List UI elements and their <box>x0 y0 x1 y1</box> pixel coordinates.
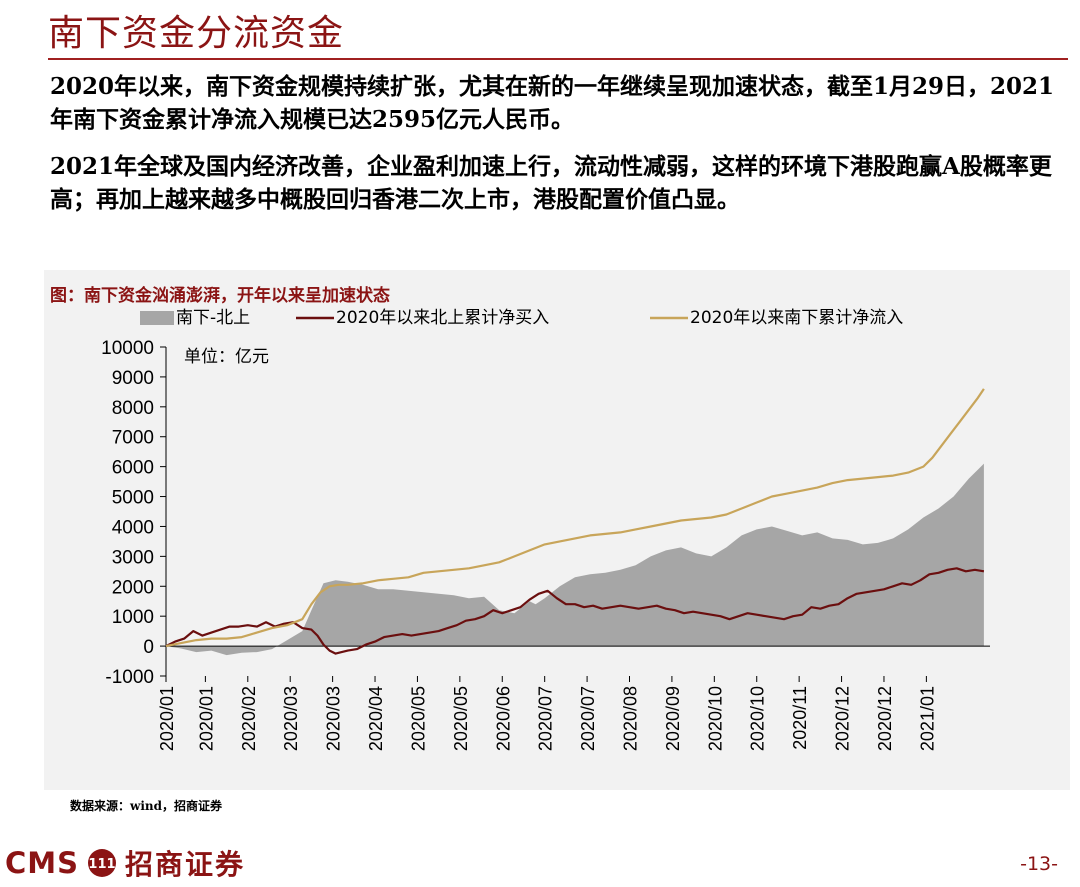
x-tick-label: 2020/11 <box>790 686 810 750</box>
x-tick-label: 2021/01 <box>917 686 937 751</box>
y-tick-label: 3000 <box>112 547 154 568</box>
y-tick-label: 9000 <box>112 368 154 389</box>
slide-title: 南下资金分流资金 <box>48 13 345 54</box>
legend-area-label: 南下-北上 <box>176 308 250 328</box>
footer-logo: CMS 111 招商证券 <box>5 843 245 883</box>
x-tick-label: 2020/09 <box>663 686 683 751</box>
series-area-south-minus-north <box>166 463 984 656</box>
x-tick-label: 2020/08 <box>621 686 641 751</box>
x-tick-label: 2020/12 <box>833 686 853 751</box>
series-line-northbound <box>165 567 985 655</box>
page-number: -13- <box>1020 853 1058 875</box>
x-tick-label: 2020/10 <box>705 686 725 751</box>
x-tick-label: 2020/04 <box>366 686 386 751</box>
logo-text: 111 <box>88 857 115 872</box>
x-tick-label: 2020/03 <box>324 686 344 751</box>
x-tick-label: 2020/06 <box>493 686 513 751</box>
x-tick-label: 2020/01 <box>196 686 216 751</box>
x-tick-label: 2020/02 <box>239 686 259 751</box>
legend-south-label: 2020年以来南下累计净流入 <box>690 308 903 328</box>
y-tick-label: 7000 <box>112 428 154 449</box>
y-tick-label: 8000 <box>112 398 154 419</box>
x-tick-label: 2020/12 <box>875 686 895 751</box>
x-tick-label: 2020/05 <box>408 686 428 751</box>
title-divider <box>48 58 1068 60</box>
chart-panel: 图：南下资金汹涌澎湃，开年以来呈加速状态 10000 9000 8000 7000 60… <box>44 270 1070 790</box>
chart-title: 图：南下资金汹涌澎湃，开年以来呈加速状态 <box>50 286 390 306</box>
logo-icon: 111 <box>88 849 117 877</box>
y-tick-label: 0 <box>143 637 154 658</box>
y-tick-label: 4000 <box>112 517 154 538</box>
data-source: 数据来源：wind，招商证券 <box>70 799 223 813</box>
series-line-southbound <box>165 388 985 648</box>
x-tick-label: 2020/07 <box>578 686 598 751</box>
chart: 1000090008000700060005000400030002000100… <box>101 308 990 751</box>
legend-north-label: 2020年以来北上累计净买入 <box>336 308 549 328</box>
paragraph-1: 2020年以来，南下资金规模持续扩张，尤其在新的一年继续呈现加速状态，截至1月2… <box>50 73 1055 133</box>
company-name: 招商证券 <box>125 848 246 881</box>
brand-text: CMS <box>5 846 80 880</box>
y-tick-label: 1000 <box>112 607 154 628</box>
x-tick-label: 2020/03 <box>281 686 301 751</box>
legend-area-swatch <box>140 311 174 325</box>
unit-label: 单位：亿元 <box>184 347 269 367</box>
y-tick-label: -1000 <box>105 667 154 688</box>
paragraph-2: 2021年全球及国内经济改善，企业盈利加速上行，流动性减弱，这样的环境下港股跑赢… <box>50 153 1052 213</box>
x-tick-label: 2020/07 <box>536 686 556 751</box>
y-tick-label: 2000 <box>112 577 154 598</box>
x-tick-label: 2020/01 <box>157 686 177 751</box>
y-tick-label: 10000 <box>101 338 154 359</box>
x-tick-label: 2020/05 <box>451 686 471 751</box>
x-tick-label: 2020/10 <box>748 686 768 751</box>
y-tick-label: 6000 <box>112 458 154 479</box>
y-tick-label: 5000 <box>112 488 154 509</box>
